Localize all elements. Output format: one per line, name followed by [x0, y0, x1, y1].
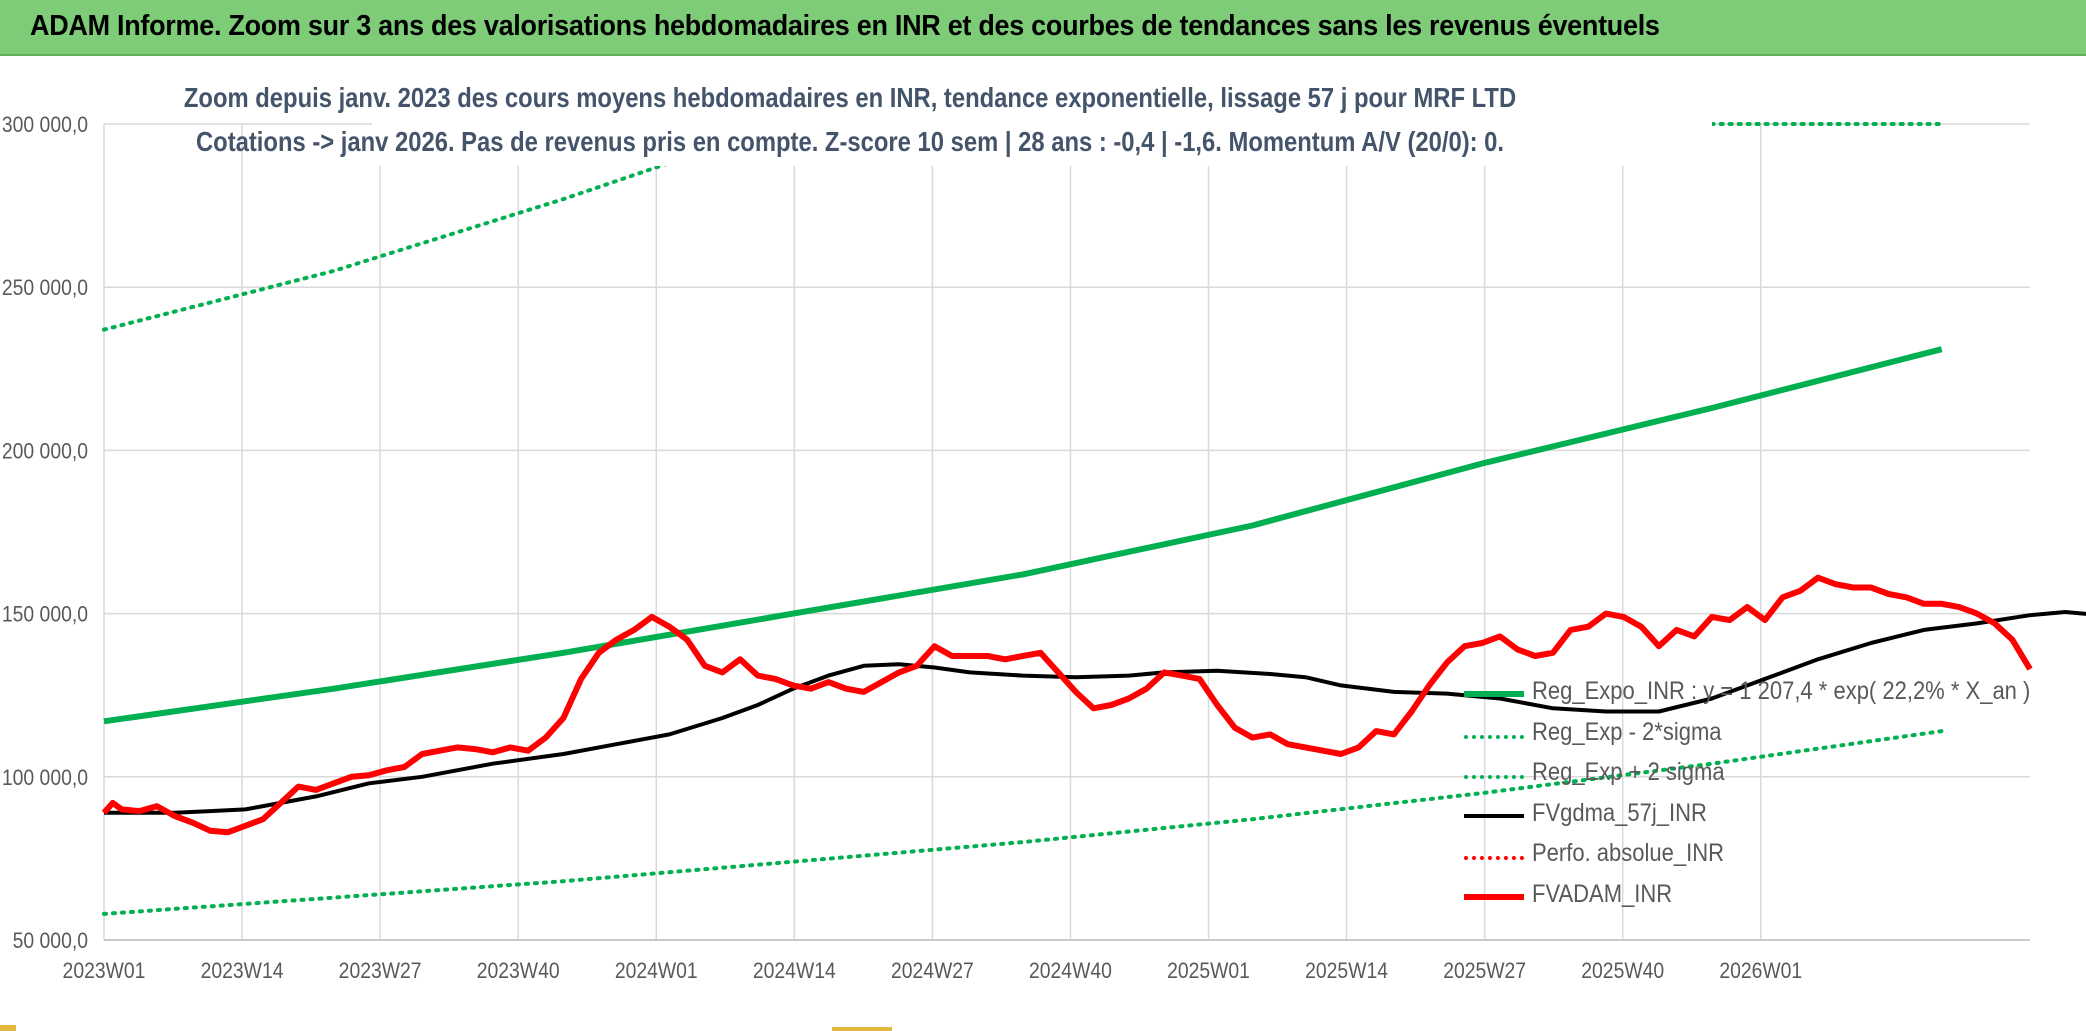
series-layer	[101, 122, 2086, 916]
legend-label: FVgdma_57j_INR	[1532, 798, 1707, 827]
x-tick-label: 2023W14	[201, 959, 284, 983]
x-tick-label: 2024W27	[891, 959, 974, 983]
chart-subtitle-line2: Cotations -> janv 2026. Pas de revenus p…	[195, 126, 1505, 157]
x-tick-label: 2023W40	[477, 959, 560, 983]
series-line-1	[102, 729, 1944, 916]
x-tick-label: 2023W27	[339, 959, 422, 983]
series-line-3	[104, 610, 2086, 815]
legend-label: Reg_Exp - 2*sigma	[1532, 717, 1722, 746]
x-tick-label: 2024W40	[1029, 959, 1112, 983]
subtitle-background	[372, 82, 1712, 166]
x-tick-label: 2024W01	[615, 959, 698, 983]
frame-corner-left	[0, 1025, 16, 1031]
legend-swatch	[1464, 691, 1524, 697]
legend-label: Perfo. absolue_INR	[1532, 839, 1725, 867]
y-tick-label: 250 000,0	[2, 276, 88, 300]
series-line-2	[102, 122, 1944, 332]
x-tick-label: 2025W01	[1167, 959, 1250, 983]
legend-swatch	[1464, 813, 1524, 818]
series-line-0	[103, 346, 1943, 725]
series-line-5	[101, 574, 2033, 836]
axis-layer: 50 000,0 100 000,0 150 000,0 200 000,0 250 0…	[2, 113, 2030, 983]
grid-layer	[103, 123, 2030, 941]
frame-corner-bottom	[832, 1027, 892, 1031]
x-tick-label: 2024W14	[753, 959, 836, 983]
legend-label: Reg_Expo_INR : y = 1 207,4 * exp( 22,2% …	[1532, 677, 2031, 705]
legend-swatch	[1464, 856, 1524, 860]
legend-swatch	[1464, 893, 1524, 900]
report-banner: ADAM Informe. Zoom sur 3 ans des valoris…	[0, 0, 2086, 56]
y-tick-label: 150 000,0	[2, 602, 88, 626]
x-tick-label: 2023W01	[63, 959, 146, 983]
legend-label: FVADAM_INR	[1532, 879, 1673, 908]
legend-swatch	[1464, 734, 1524, 739]
chart-subtitle-line1: Zoom depuis janv. 2023 des cours moyens …	[183, 82, 1517, 113]
y-tick-label: 200 000,0	[2, 439, 88, 463]
x-tick-label: 2025W27	[1443, 959, 1526, 983]
y-tick-label: 50 000,0	[13, 929, 88, 953]
x-tick-label: 2026W01	[1719, 959, 1802, 983]
legend-label: Reg_Exp + 2 sigma	[1532, 758, 1725, 786]
banner-title: ADAM Informe. Zoom sur 3 ans des valoris…	[30, 10, 1660, 42]
x-tick-label: 2025W40	[1581, 959, 1664, 983]
y-tick-label: 100 000,0	[2, 766, 88, 790]
x-tick-label: 2025W14	[1305, 959, 1388, 983]
legend-swatch	[1464, 775, 1524, 779]
y-tick-label: 300 000,0	[2, 113, 88, 137]
